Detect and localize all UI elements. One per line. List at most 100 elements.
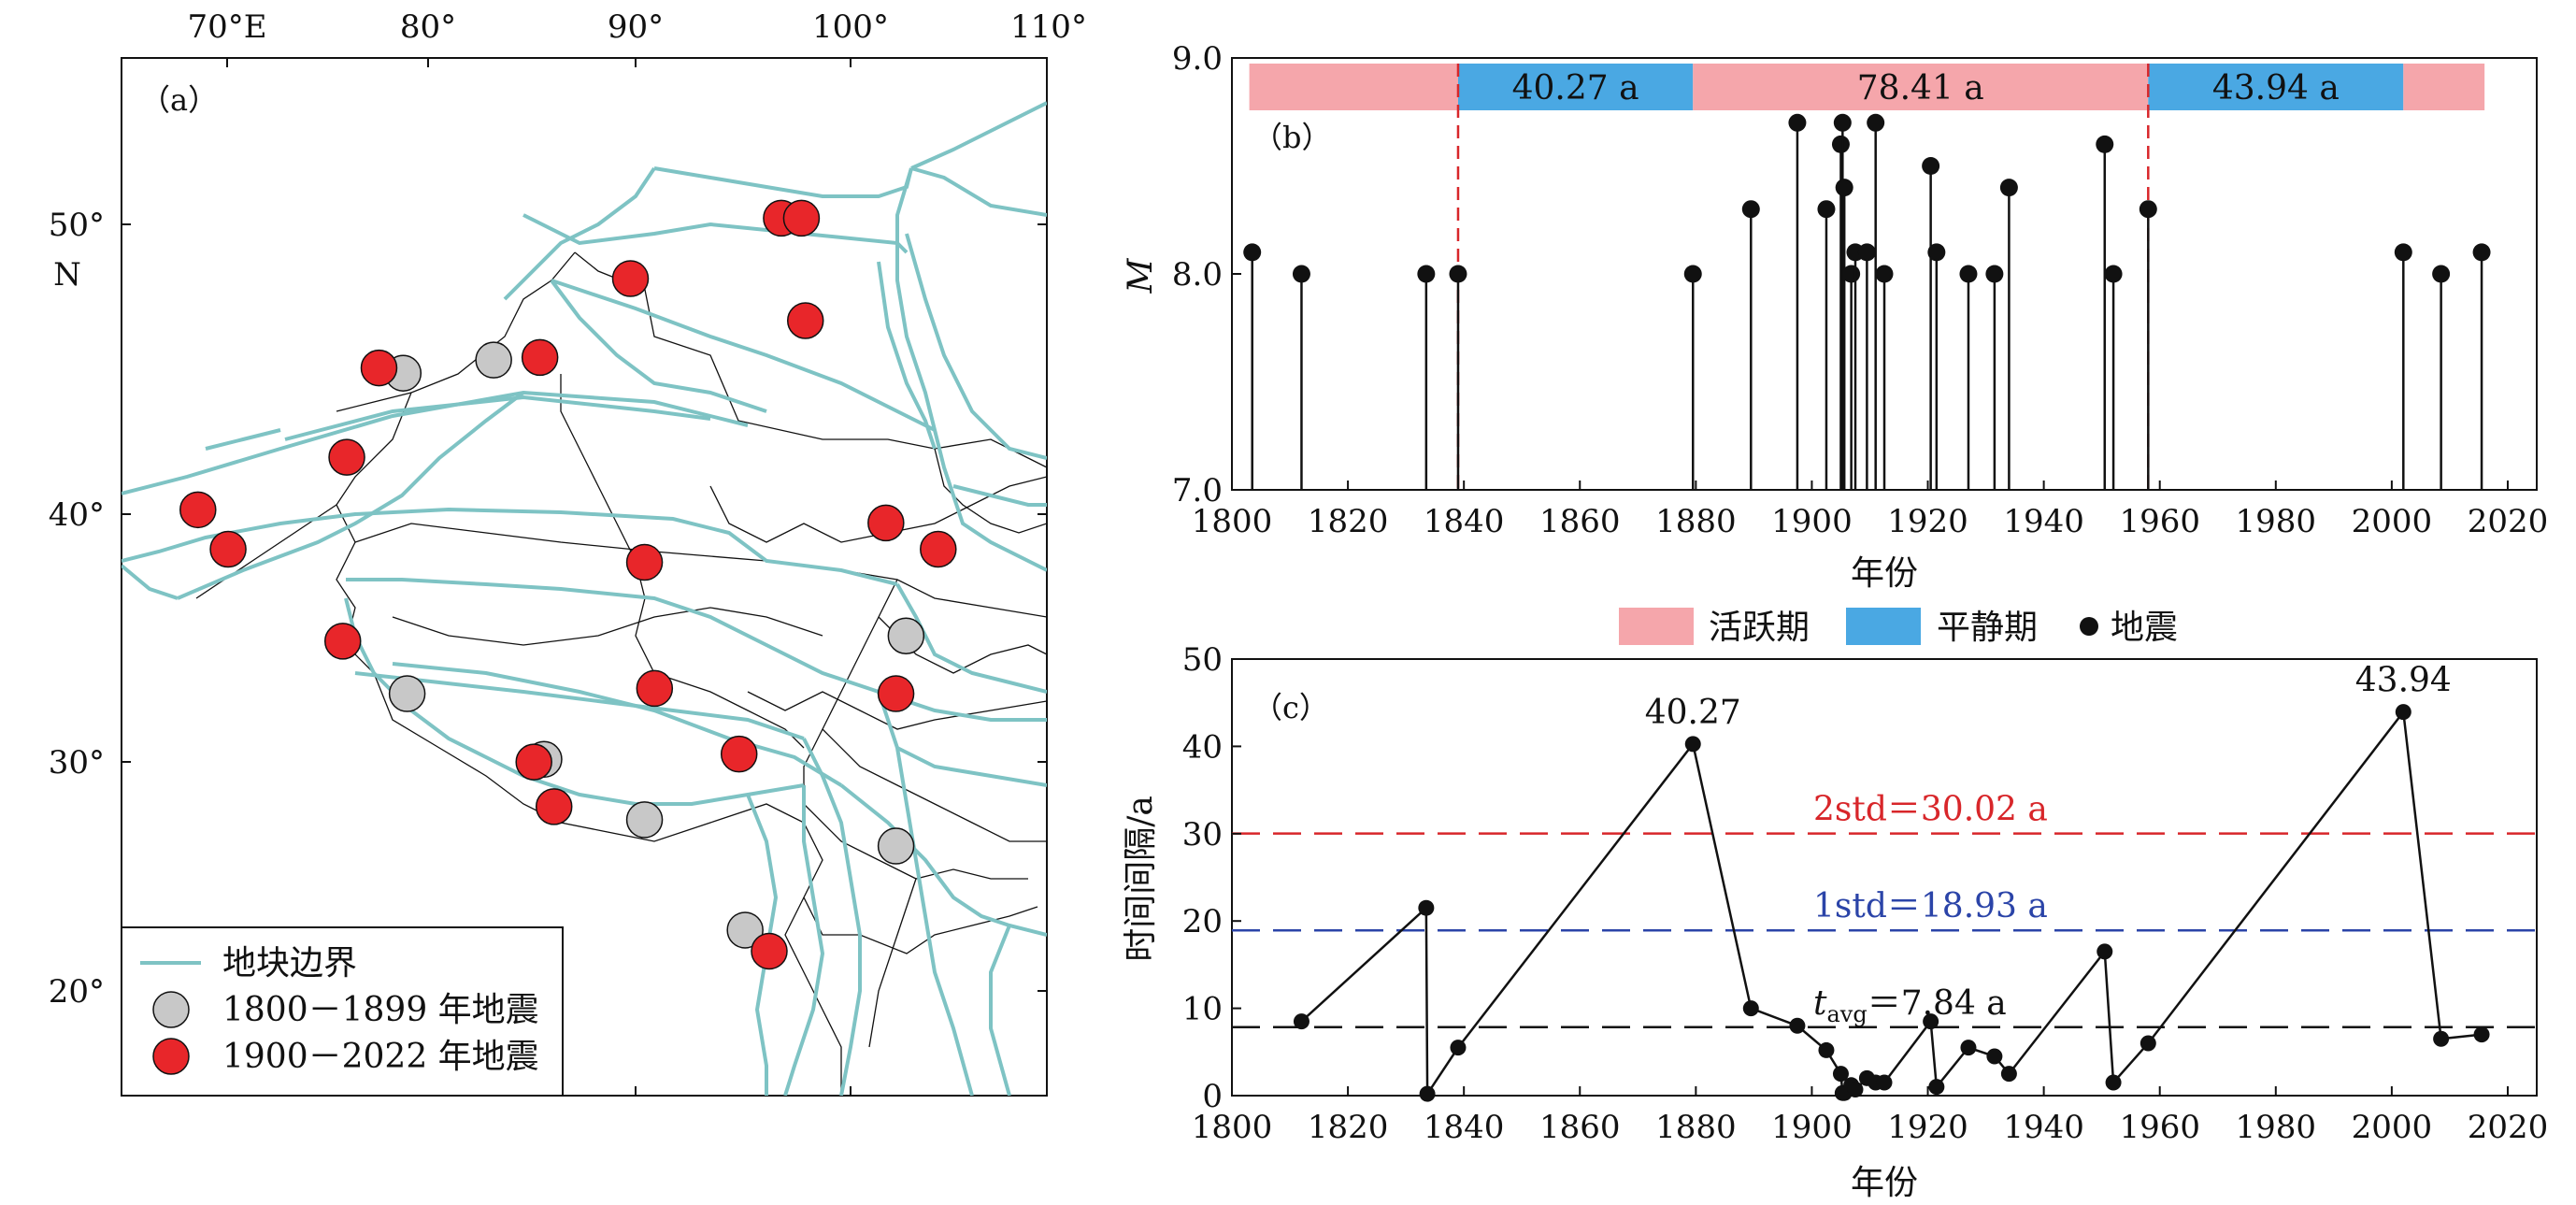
x-tick-label: 1820 <box>1308 1109 1389 1146</box>
x-tick-label: 1940 <box>2003 503 2084 540</box>
magnitude-point <box>1985 265 2004 283</box>
magnitude-point <box>1833 113 1852 132</box>
interval-point <box>1832 1066 1849 1083</box>
x-tick-label: 1800 <box>1192 503 1273 540</box>
x-tick-label: 1900 <box>1771 1109 1853 1146</box>
x-tick-label: 1980 <box>2236 1109 2317 1146</box>
quake-1800s-marker <box>887 617 925 654</box>
x-tick-label: 1920 <box>1887 1109 1968 1146</box>
quake-1900s-marker <box>782 199 821 237</box>
y-tick-label: 40 <box>1182 728 1223 766</box>
lon-tick-90: 90° <box>608 8 664 46</box>
magnitude-point <box>1788 113 1807 132</box>
magnitude-point <box>1927 243 1946 262</box>
reference-line-label: 2std＝30.02 a <box>1813 791 2048 829</box>
quake-1900s-marker <box>867 504 905 542</box>
magnitude-point <box>1875 265 1894 283</box>
lat-tick-30: 30° <box>49 744 105 782</box>
panel-b-xlabel: 年份 <box>1851 554 1918 593</box>
x-tick-label: 1860 <box>1539 1109 1621 1146</box>
legend-red-label: 1900－2022 年地震 <box>222 1038 539 1076</box>
magnitude-point <box>2104 265 2123 283</box>
lon-tick-80: 80° <box>400 8 456 46</box>
panel-b-ylabel: M <box>1122 257 1160 294</box>
y-tick-label: 10 <box>1182 991 1223 1028</box>
interval-point <box>1419 1085 1436 1102</box>
y-tick-label: 7.0 <box>1172 472 1223 509</box>
panel-b-x-ticks: 1800 1820 1840 1860 1880 1900 1920 1940 1960 1980… <box>1192 481 2548 540</box>
x-tick-label: 1960 <box>2119 503 2200 540</box>
magnitude-panel: 40.27 a 78.41 a 43.94 a 1800 1820 1840 1860 18… <box>1122 40 2548 593</box>
quake-1900s-marker <box>515 743 552 781</box>
y-tick-label: 0 <box>1202 1078 1223 1115</box>
reference-line-label: tavg＝7.84 a <box>1813 984 2007 1027</box>
magnitude-point <box>2394 243 2412 262</box>
y-tick-label: 8.0 <box>1172 256 1223 294</box>
x-tick-label: 1800 <box>1192 1109 1273 1146</box>
period-legend: 活跃期 平静期 地震 <box>1619 608 2178 647</box>
quake-1900s-marker <box>323 623 362 660</box>
legend-active-label: 活跃期 <box>1709 609 1810 647</box>
magnitude-point <box>1817 200 1836 219</box>
quake-1900s-marker <box>751 932 788 970</box>
map-legend-box <box>121 926 564 1097</box>
quakes-1900-2022 <box>179 199 957 970</box>
x-tick-label: 1880 <box>1655 503 1737 540</box>
interval-series: 40.27 43.94 <box>1293 662 2490 1102</box>
legend-red-swatch <box>152 1038 190 1075</box>
period-bars: 40.27 a 78.41 a 43.94 a <box>1249 64 2485 110</box>
interval-point <box>2473 1026 2490 1043</box>
interval-point <box>1293 1013 1309 1030</box>
quake-1900s-marker <box>328 438 365 476</box>
map-legend: 地块边界 1800－1899 年地震 1900－2022 年地震 <box>121 926 564 1097</box>
panel-c-frame <box>1231 658 2538 1097</box>
quake-1900s-marker <box>636 669 674 708</box>
legend-quiet-label: 平静期 <box>1937 609 2038 647</box>
magnitude-point <box>1243 243 1262 262</box>
interval-point <box>1450 1040 1467 1056</box>
active-period-bar <box>1249 64 1458 110</box>
quake-1900s-marker <box>209 530 247 568</box>
interval-point <box>2000 1066 2017 1083</box>
peak-label: 40.27 <box>1645 694 1741 732</box>
reference-line-label: 1std＝18.93 a <box>1813 887 2048 925</box>
period-duration-label: 43.94 a <box>2212 69 2340 108</box>
x-tick-label: 1880 <box>1655 1109 1737 1146</box>
interval-point <box>1960 1040 1977 1056</box>
magnitude-point <box>1449 265 1467 283</box>
magnitude-point <box>1959 265 1978 283</box>
quake-1900s-marker <box>625 543 664 581</box>
legend-quiet-swatch <box>1846 608 1921 645</box>
panel-b-y-ticks: 7.0 8.0 9.0 <box>1172 40 1241 509</box>
interval-point <box>2097 943 2113 960</box>
legend-boundary-label: 地块边界 <box>222 944 357 983</box>
lat-tick-40: 40° <box>49 496 105 534</box>
magnitude-point <box>1999 179 2018 197</box>
interval-point <box>1684 736 1701 753</box>
x-tick-label: 1940 <box>2003 1109 2084 1146</box>
quake-1900s-marker <box>720 735 758 773</box>
legend-gray-swatch <box>152 991 190 1028</box>
magnitude-point <box>1417 265 1436 283</box>
interval-point <box>1986 1048 2003 1065</box>
quake-1900s-marker <box>920 530 957 568</box>
interval-point <box>1418 899 1435 916</box>
x-tick-label: 1960 <box>2119 1109 2200 1146</box>
legend-quake-label: 地震 <box>2111 609 2178 647</box>
interval-point <box>1789 1017 1806 1034</box>
quiet-period-bar <box>1457 64 1694 110</box>
interval-point <box>1742 1000 1759 1017</box>
quake-1900s-marker <box>179 491 217 529</box>
quake-1900s-marker <box>877 675 915 712</box>
lat-tick-20: 20° <box>49 973 105 1011</box>
y-tick-label: 50 <box>1182 641 1223 679</box>
magnitude-point <box>1683 265 1702 283</box>
panel-c-y-ticks: 0 10 20 30 40 50 <box>1182 641 1241 1115</box>
lon-tick-110: 110° <box>1010 8 1087 46</box>
legend-gray-label: 1800－1899 年地震 <box>222 991 539 1029</box>
x-tick-label: 1820 <box>1308 503 1389 540</box>
quake-1900s-marker <box>786 302 824 339</box>
magnitude-point <box>1741 200 1760 219</box>
period-duration-label: 78.41 a <box>1857 69 1984 108</box>
